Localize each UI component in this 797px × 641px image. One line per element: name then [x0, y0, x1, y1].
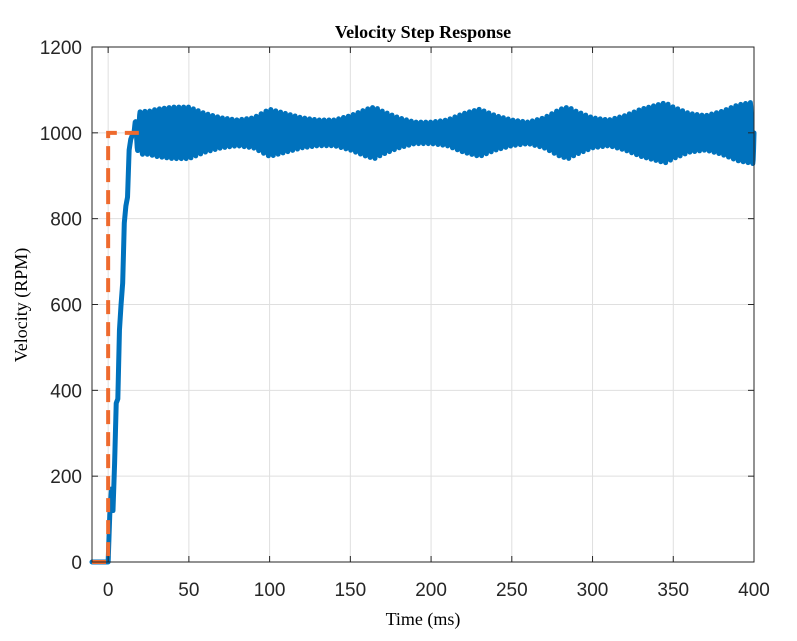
x-tick-label-250: 250 — [496, 580, 528, 601]
y-tick-label-1000: 1000 — [40, 124, 82, 145]
velocity-response-line — [89, 100, 757, 565]
x-tick-label-200: 200 — [415, 580, 447, 601]
axes: 0 50 100 150 200 250 300 350 400 0 200 400 600 800 100… — [40, 38, 770, 601]
x-tick-label-0: 0 — [103, 580, 114, 601]
x-axis-label: Time (ms) — [386, 609, 461, 630]
y-axis-label: Velocity (RPM) — [11, 248, 32, 363]
x-tick-label-400: 400 — [738, 580, 770, 601]
y-tick-label-0: 0 — [71, 553, 82, 574]
x-tick-label-300: 300 — [577, 580, 609, 601]
y-tick-label-600: 600 — [50, 296, 82, 317]
x-tick-label-50: 50 — [178, 580, 199, 601]
chart-title: Velocity Step Response — [335, 22, 511, 42]
plot-area: 0 50 100 150 200 250 300 350 400 0 200 400 600 800 100… — [40, 38, 770, 601]
y-tick-label-200: 200 — [50, 467, 82, 488]
x-tick-label-100: 100 — [254, 580, 286, 601]
y-tick-label-800: 800 — [50, 210, 82, 231]
y-tick-label-400: 400 — [50, 381, 82, 402]
x-tick-label-150: 150 — [334, 580, 366, 601]
x-tick-label-350: 350 — [657, 580, 689, 601]
y-tick-label-1200: 1200 — [40, 38, 82, 59]
